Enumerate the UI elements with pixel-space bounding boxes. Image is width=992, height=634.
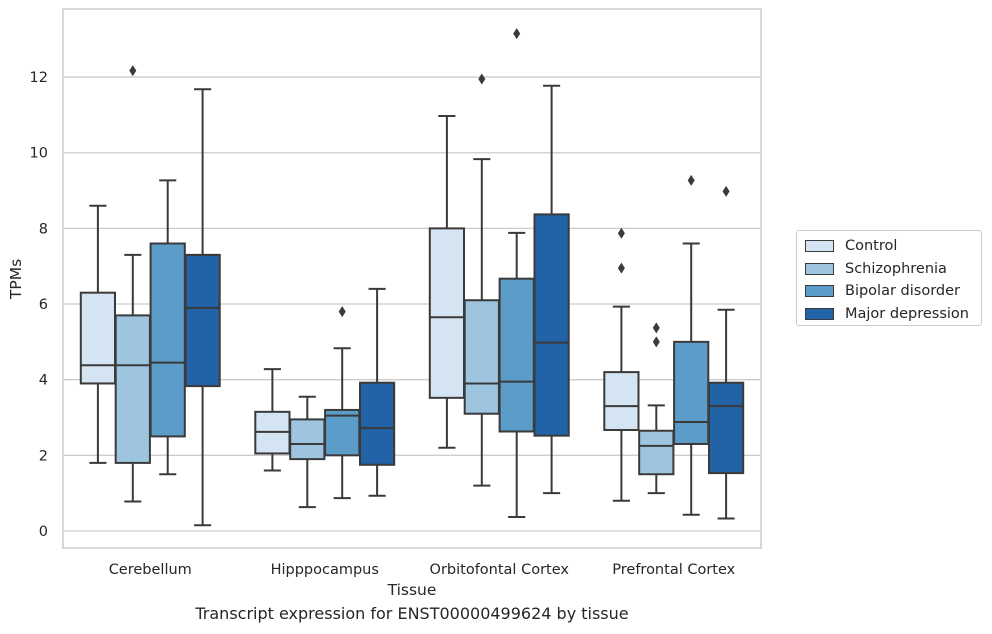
box-iqr bbox=[707, 381, 745, 475]
box-iqr bbox=[289, 418, 326, 461]
box-group bbox=[324, 306, 361, 500]
y-tick-label: 8 bbox=[39, 221, 48, 237]
legend-label: Bipolar disorder bbox=[845, 283, 960, 300]
outlier-point bbox=[617, 262, 625, 274]
box-group bbox=[498, 28, 535, 518]
outlier-point bbox=[652, 336, 660, 348]
box-iqr bbox=[498, 277, 535, 433]
legend-label: Major depression bbox=[845, 305, 969, 322]
boxes bbox=[79, 28, 745, 527]
legend-label: Control bbox=[845, 238, 898, 255]
box-iqr bbox=[638, 429, 675, 476]
x-tick-label: Orbitofontal Cortex bbox=[430, 562, 570, 578]
y-tick-labels: 0 2 4 6 8 10 12 bbox=[30, 70, 48, 540]
box-group bbox=[428, 115, 466, 449]
box-group bbox=[533, 84, 570, 495]
box-group bbox=[289, 395, 326, 509]
box-group bbox=[114, 65, 151, 503]
box-iqr bbox=[603, 371, 640, 431]
box-iqr bbox=[184, 253, 221, 388]
box-iqr bbox=[149, 242, 186, 438]
figure-caption: Transcript expression for ENST0000049962… bbox=[195, 604, 629, 623]
box-iqr bbox=[533, 213, 570, 437]
plot-frame bbox=[62, 8, 762, 549]
box-group bbox=[79, 204, 117, 464]
box-group bbox=[149, 179, 186, 476]
legend-item: Control bbox=[805, 235, 981, 258]
x-tick-labels: Cerebellum Hipppocampus Orbitofontal Corte… bbox=[109, 562, 736, 578]
outlier-point bbox=[338, 306, 346, 318]
y-tick-label: 12 bbox=[30, 70, 48, 86]
legend-swatch bbox=[805, 307, 834, 320]
box-iqr bbox=[324, 408, 361, 457]
legend-item: Major depression bbox=[805, 303, 981, 326]
box-group bbox=[638, 322, 675, 495]
legend-swatch bbox=[805, 285, 834, 298]
outlier-point bbox=[129, 65, 137, 77]
outlier-point bbox=[687, 174, 695, 186]
legend-swatch bbox=[805, 262, 834, 275]
box-iqr bbox=[79, 291, 117, 385]
box-iqr bbox=[114, 314, 151, 464]
x-tick-label: Cerebellum bbox=[109, 562, 192, 578]
box-iqr bbox=[428, 227, 466, 399]
legend-item: Bipolar disorder bbox=[805, 280, 981, 303]
y-tick-label: 4 bbox=[39, 373, 48, 389]
outlier-point bbox=[652, 322, 660, 334]
box-iqr bbox=[673, 340, 710, 445]
outlier-point bbox=[722, 185, 730, 197]
y-tick-label: 2 bbox=[39, 448, 48, 464]
outlier-point bbox=[513, 28, 521, 40]
x-tick-label: Prefrontal Cortex bbox=[612, 562, 735, 578]
box-group bbox=[673, 174, 710, 516]
x-axis-label: Tissue bbox=[387, 581, 437, 599]
box-group bbox=[707, 185, 745, 520]
box-iqr bbox=[358, 381, 396, 466]
box-group bbox=[184, 88, 221, 527]
box-group bbox=[254, 368, 291, 472]
outlier-point bbox=[617, 227, 625, 239]
y-tick-label: 10 bbox=[30, 146, 48, 162]
x-tick-label: Hipppocampus bbox=[271, 562, 379, 578]
box-iqr bbox=[463, 299, 500, 415]
legend-swatch bbox=[805, 240, 834, 253]
y-axis-label: TPMs bbox=[7, 259, 25, 300]
legend-item: Schizophrenia bbox=[805, 258, 981, 281]
box-group bbox=[603, 227, 640, 502]
y-tick-label: 0 bbox=[39, 524, 48, 540]
box-group bbox=[358, 287, 396, 497]
outlier-point bbox=[478, 73, 486, 85]
legend-label: Schizophrenia bbox=[845, 260, 947, 277]
y-tick-label: 6 bbox=[39, 297, 48, 313]
legend: Control Schizophrenia Bipolar disorder Majo… bbox=[796, 230, 982, 326]
box-group bbox=[463, 73, 500, 487]
